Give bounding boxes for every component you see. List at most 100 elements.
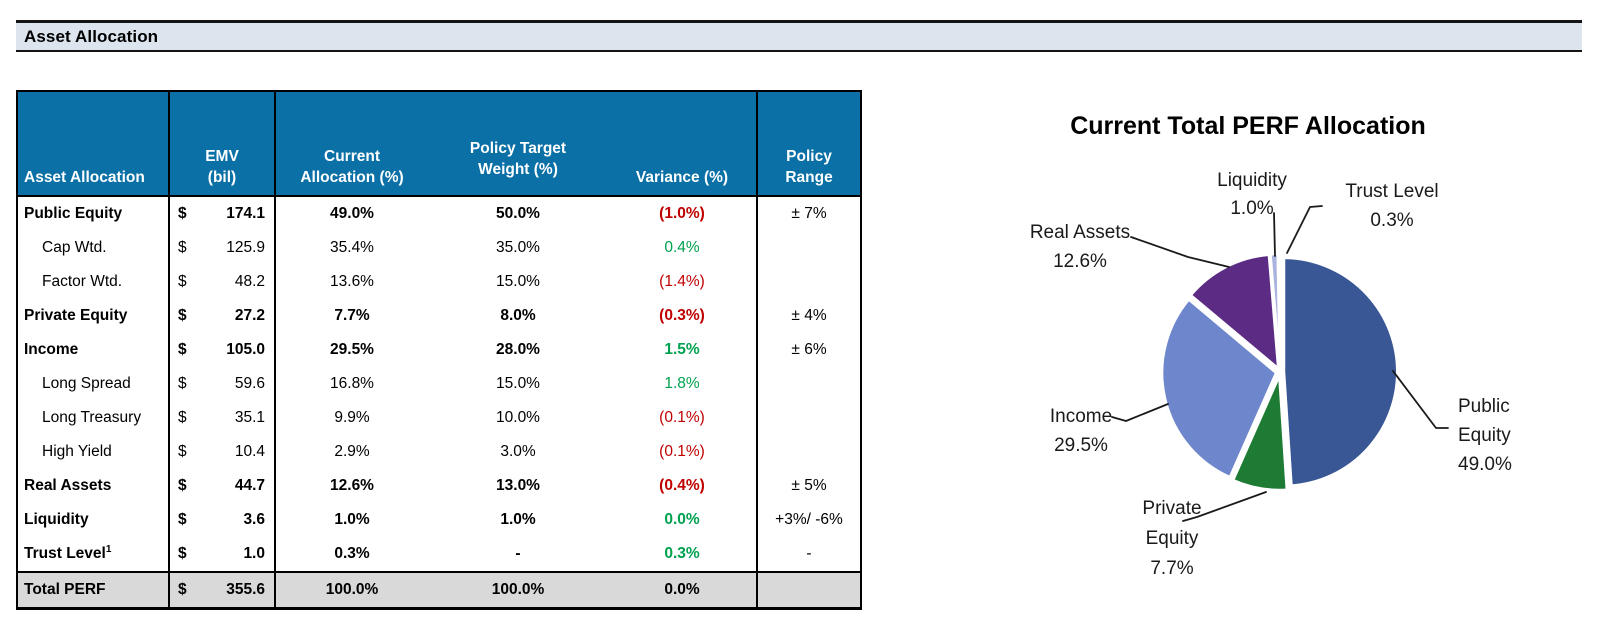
leader-line	[1392, 370, 1449, 429]
cell-variance: (0.3%)	[608, 299, 758, 333]
pie-leader-lines	[1111, 205, 1449, 522]
cell-emv: $105.0	[170, 333, 276, 367]
cell-emv: $125.9	[170, 231, 276, 265]
cell-current-allocation: 0.3%	[334, 545, 370, 562]
cell-current-allocation: 100.0%	[325, 581, 379, 598]
cell-current-allocation: 16.8%	[330, 375, 374, 392]
cell-emv: $59.6	[170, 367, 276, 401]
cell-current-allocation: 1.0%	[334, 511, 370, 528]
cell-emv: $355.6	[170, 573, 276, 607]
cell-current-allocation: 29.5%	[330, 341, 374, 358]
cell-variance: 1.5%	[608, 333, 758, 367]
cell-emv: $1.0	[170, 537, 276, 571]
cell-emv: $27.2	[170, 299, 276, 333]
cell-current-allocation: 9.9%	[334, 409, 370, 426]
allocation-table: Asset Allocation EMV (bil) Current Allocatio…	[16, 90, 862, 610]
cell-emv: $10.4	[170, 435, 276, 469]
column-header-line: Policy Target	[469, 140, 567, 157]
cell-asset-label: Private Equity	[18, 299, 170, 333]
cell-emv: $3.6	[170, 503, 276, 537]
cell-current-allocation: 49.0%	[330, 205, 374, 222]
cell-current-allocation: 7.7%	[334, 307, 370, 324]
currency-symbol: $	[178, 477, 187, 494]
cell-policy-range	[758, 573, 860, 607]
table-row: Cap Wtd. $125.9 35.4% 35.0% 0.4%	[18, 231, 860, 265]
cell-variance: (1.0%)	[608, 197, 758, 231]
column-header: Asset Allocation	[18, 92, 170, 195]
cell-emv: $174.1	[170, 197, 276, 231]
cell-asset-label: Total PERF	[18, 573, 170, 607]
column-header-line: Variance (%)	[635, 169, 729, 186]
cell-policy-target: -	[515, 545, 521, 562]
pie-slices	[1160, 252, 1399, 492]
table-row: Factor Wtd. $48.2 13.6% 15.0% (1.4%)	[18, 265, 860, 299]
pie-label-liquidity: Liquidity 1.0%	[1217, 170, 1287, 219]
cell-policy-target: 35.0%	[496, 239, 540, 256]
leader-line	[1182, 491, 1267, 522]
cell-asset-label: Liquidity	[18, 503, 170, 537]
cell-asset-label: Factor Wtd.	[18, 265, 170, 299]
cell-variance: (0.1%)	[608, 435, 758, 469]
column-header-line: Allocation (%)	[300, 169, 404, 186]
pie-labels: Public Equity 49.0% Private Equity 7.7% Income…	[1030, 170, 1512, 579]
pie-slice-real-assets	[1189, 253, 1280, 372]
section-header: Asset Allocation	[16, 20, 1582, 52]
pie-slice-trust-level	[1276, 252, 1282, 369]
column-header: EMV (bil)	[170, 92, 276, 195]
leader-line	[1286, 205, 1323, 254]
cell-policy-target: 50.0%	[496, 205, 540, 222]
leader-line	[1130, 236, 1230, 268]
cell-policy-range: ± 5%	[791, 477, 827, 494]
table-total-row: Total PERF $355.6 100.0% 100.0% 0.0%	[18, 571, 860, 607]
cell-policy-target: 3.0%	[500, 443, 536, 460]
cell-policy-target: 13.0%	[496, 477, 540, 494]
cell-variance: (0.4%)	[608, 469, 758, 503]
table-row: Trust Level1 $1.0 0.3% - 0.3% -	[18, 537, 860, 571]
currency-symbol: $	[178, 511, 187, 528]
currency-symbol: $	[178, 545, 187, 562]
pie-chart: Current Total PERF Allocation Public Equi…	[1030, 112, 1512, 579]
cell-emv: $44.7	[170, 469, 276, 503]
column-header-line: Asset Allocation	[24, 169, 145, 186]
pie-label-trust-level: Trust Level 0.3%	[1345, 181, 1438, 231]
currency-symbol: $	[178, 581, 187, 598]
currency-symbol: $	[178, 273, 187, 290]
currency-symbol: $	[178, 307, 187, 324]
currency-symbol: $	[178, 205, 187, 222]
cell-policy-range	[758, 265, 860, 299]
column-header-line: Range	[785, 169, 833, 186]
cell-variance: (1.4%)	[608, 265, 758, 299]
table-row: Long Treasury $35.1 9.9% 10.0% (0.1%)	[18, 401, 860, 435]
cell-policy-target: 100.0%	[491, 581, 545, 598]
cell-policy-range	[758, 401, 860, 435]
cell-emv: $48.2	[170, 265, 276, 299]
pie-label-income: Income 29.5%	[1050, 406, 1112, 456]
cell-policy-range: ± 7%	[791, 205, 827, 222]
table-row: Private Equity $27.2 7.7% 8.0% (0.3%) ± 4%	[18, 299, 860, 333]
cell-current-allocation: 2.9%	[334, 443, 370, 460]
pie-label-private-equity: Private Equity 7.7%	[1142, 498, 1201, 579]
column-header-line: (bil)	[207, 169, 237, 186]
cell-asset-label: Real Assets	[18, 469, 170, 503]
cell-emv: $35.1	[170, 401, 276, 435]
column-header-line: Policy	[786, 148, 832, 165]
currency-symbol: $	[178, 443, 187, 460]
cell-policy-target: 28.0%	[496, 341, 540, 358]
cell-policy-range: ± 4%	[791, 307, 827, 324]
cell-policy-target: 15.0%	[496, 273, 540, 290]
cell-asset-label: Trust Level1	[18, 537, 170, 571]
column-header-line: Current	[324, 148, 380, 165]
cell-current-allocation: 13.6%	[330, 273, 374, 290]
cell-current-allocation: 12.6%	[330, 477, 374, 494]
leader-line	[1111, 403, 1169, 422]
table-row: Income $105.0 29.5% 28.0% 1.5% ± 6%	[18, 333, 860, 367]
table-row: Long Spread $59.6 16.8% 15.0% 1.8%	[18, 367, 860, 401]
leader-line	[1273, 212, 1276, 257]
pie-slice-income	[1160, 297, 1278, 479]
pie-slice-public-equity	[1282, 256, 1399, 487]
column-header-line: EMV	[205, 148, 239, 165]
table-body: Public Equity $174.1 49.0% 50.0% (1.0%) ± 7% C…	[18, 197, 860, 571]
cell-policy-range	[758, 231, 860, 265]
cell-asset-label: Cap Wtd.	[18, 231, 170, 265]
